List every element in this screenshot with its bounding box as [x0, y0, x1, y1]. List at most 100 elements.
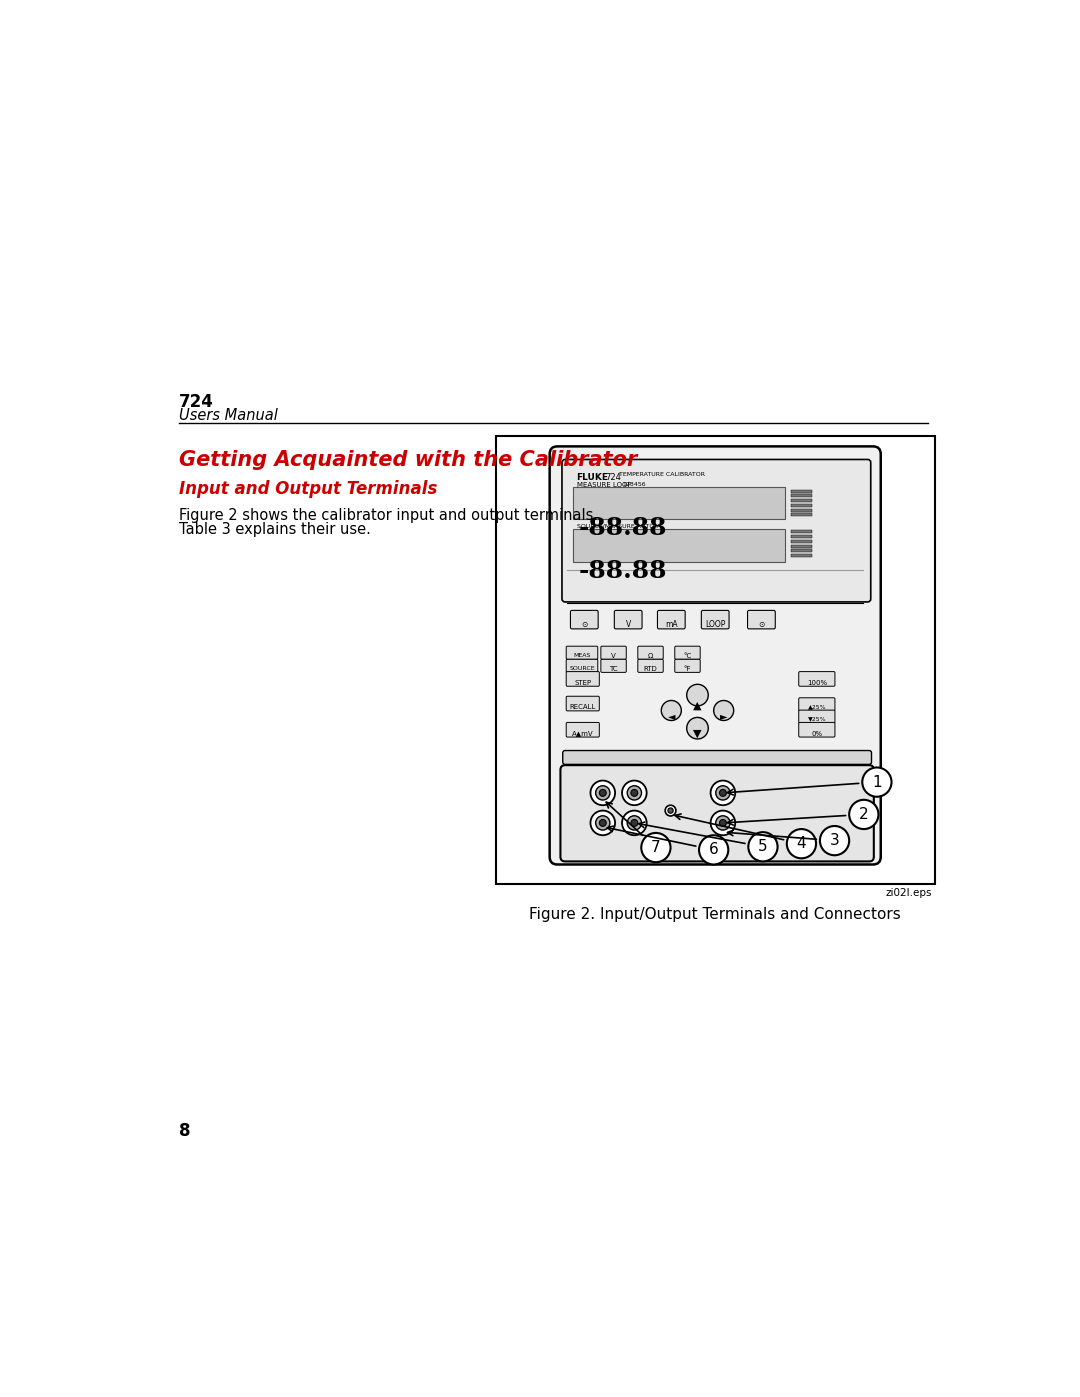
Text: 8: 8 — [179, 1122, 191, 1140]
FancyBboxPatch shape — [566, 722, 599, 738]
Bar — [791, 495, 812, 497]
Text: ►: ► — [720, 711, 728, 721]
Text: MEASURE LOOP: MEASURE LOOP — [577, 482, 631, 488]
Text: LOOP: LOOP — [705, 620, 726, 629]
FancyBboxPatch shape — [561, 766, 874, 862]
FancyBboxPatch shape — [701, 610, 729, 629]
Circle shape — [596, 816, 610, 830]
Circle shape — [591, 810, 616, 835]
Circle shape — [631, 789, 638, 796]
Circle shape — [622, 781, 647, 805]
Text: 724: 724 — [179, 393, 214, 411]
Circle shape — [748, 833, 778, 862]
FancyBboxPatch shape — [615, 610, 642, 629]
FancyBboxPatch shape — [799, 710, 835, 724]
Text: 123456: 123456 — [623, 482, 647, 486]
Circle shape — [599, 789, 606, 796]
FancyBboxPatch shape — [658, 610, 685, 629]
Text: Input and Output Terminals: Input and Output Terminals — [179, 481, 437, 499]
Circle shape — [687, 718, 708, 739]
Text: 7: 7 — [651, 840, 661, 855]
Circle shape — [849, 800, 878, 828]
Text: 724: 724 — [605, 472, 621, 482]
FancyBboxPatch shape — [566, 659, 597, 672]
Text: 100%: 100% — [807, 680, 827, 686]
Text: mA: mA — [665, 620, 677, 629]
Text: 0%: 0% — [811, 731, 822, 736]
Text: A▲mV: A▲mV — [572, 731, 594, 736]
Text: V: V — [611, 652, 616, 659]
Text: RECALL: RECALL — [569, 704, 596, 710]
Bar — [791, 509, 812, 511]
Text: Getting Acquainted with the Calibrator: Getting Acquainted with the Calibrator — [179, 450, 637, 471]
Text: V: V — [625, 620, 631, 629]
Circle shape — [631, 820, 638, 827]
Text: ⊙: ⊙ — [758, 620, 765, 629]
FancyBboxPatch shape — [600, 659, 626, 672]
Text: ▲: ▲ — [693, 700, 702, 711]
Text: 2: 2 — [859, 807, 868, 821]
Text: zi02l.eps: zi02l.eps — [886, 887, 932, 898]
Text: °C: °C — [684, 652, 691, 659]
Circle shape — [667, 807, 673, 813]
Text: Figure 2 shows the calibrator input and output terminals.: Figure 2 shows the calibrator input and … — [179, 509, 598, 522]
FancyBboxPatch shape — [675, 659, 700, 672]
FancyBboxPatch shape — [799, 672, 835, 686]
Text: Figure 2. Input/Output Terminals and Connectors: Figure 2. Input/Output Terminals and Con… — [529, 907, 901, 922]
Text: ⊙: ⊙ — [581, 620, 588, 629]
Text: TC: TC — [609, 666, 618, 672]
Text: ▼25%: ▼25% — [808, 717, 826, 722]
Text: Ω: Ω — [648, 652, 653, 659]
Text: FLUKE: FLUKE — [577, 472, 609, 482]
Circle shape — [661, 700, 681, 721]
Bar — [791, 539, 812, 543]
Circle shape — [714, 700, 733, 721]
Circle shape — [699, 835, 728, 865]
Circle shape — [711, 781, 735, 805]
Circle shape — [719, 789, 727, 796]
FancyBboxPatch shape — [550, 447, 881, 865]
FancyBboxPatch shape — [562, 460, 870, 602]
Text: ▲25%: ▲25% — [808, 704, 826, 710]
FancyBboxPatch shape — [799, 697, 835, 711]
Bar — [791, 504, 812, 507]
FancyBboxPatch shape — [638, 647, 663, 659]
Text: 5: 5 — [758, 840, 768, 855]
Bar — [791, 513, 812, 517]
Bar — [791, 489, 812, 493]
Bar — [791, 549, 812, 552]
FancyBboxPatch shape — [566, 672, 599, 686]
FancyBboxPatch shape — [600, 647, 626, 659]
Bar — [791, 535, 812, 538]
Text: MEAS: MEAS — [573, 652, 591, 658]
Text: 6: 6 — [708, 842, 718, 858]
Circle shape — [716, 785, 730, 800]
Text: 1: 1 — [872, 774, 881, 789]
Text: Table 3 explains their use.: Table 3 explains their use. — [179, 522, 372, 536]
Text: RTD: RTD — [644, 666, 658, 672]
Circle shape — [665, 805, 676, 816]
FancyBboxPatch shape — [566, 647, 597, 659]
Bar — [791, 545, 812, 548]
FancyBboxPatch shape — [747, 610, 775, 629]
Circle shape — [622, 810, 647, 835]
Text: 3: 3 — [829, 833, 839, 848]
Bar — [572, 529, 784, 562]
Text: SOURCE: SOURCE — [569, 666, 595, 671]
Text: STEP: STEP — [575, 680, 592, 686]
Text: ▼: ▼ — [693, 729, 702, 739]
Text: SOURCE/MEASURE AUTO/A: SOURCE/MEASURE AUTO/A — [577, 524, 660, 528]
Circle shape — [820, 826, 849, 855]
Circle shape — [599, 820, 606, 827]
Circle shape — [591, 781, 616, 805]
Text: 4: 4 — [797, 837, 807, 851]
Circle shape — [627, 785, 642, 800]
Bar — [791, 555, 812, 557]
Circle shape — [719, 820, 727, 827]
Circle shape — [687, 685, 708, 705]
Circle shape — [716, 816, 730, 830]
Bar — [496, 436, 934, 884]
Text: -88.88: -88.88 — [578, 559, 666, 583]
Bar — [572, 488, 784, 518]
Bar — [791, 499, 812, 502]
